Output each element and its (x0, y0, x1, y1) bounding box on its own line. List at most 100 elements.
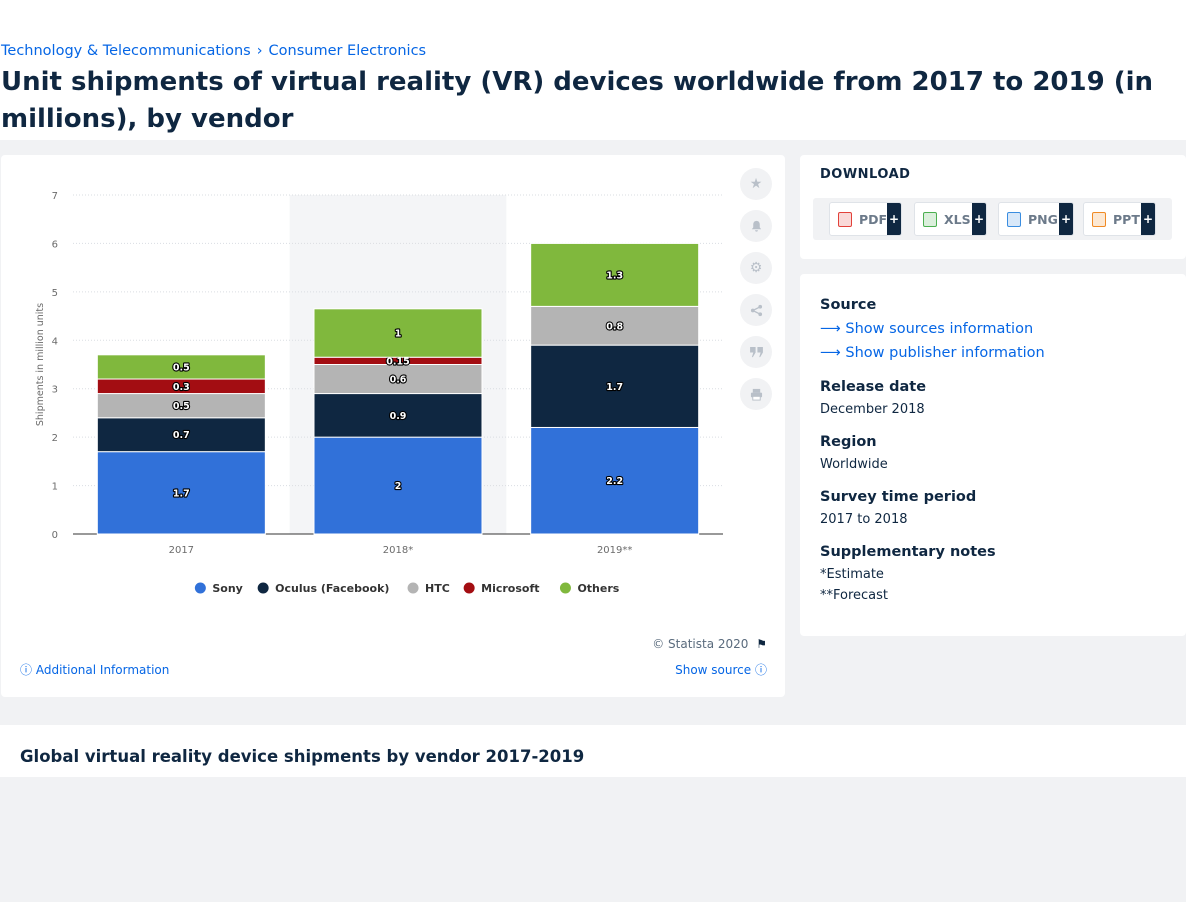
supplementary-notes-label: Supplementary notes (820, 544, 996, 560)
download-card: DOWNLOAD PDF + XLS + PNG + PPT + (800, 155, 1186, 259)
legend-marker (194, 582, 206, 594)
y-tick-label: 2 (52, 433, 58, 444)
legend-marker (257, 582, 269, 594)
data-label: 1.3 (606, 270, 623, 281)
bar-segment (313, 436, 483, 535)
y-tick-label: 3 (52, 385, 58, 396)
legend-label: Oculus (Facebook) (275, 582, 389, 595)
breadcrumb-separator-icon: › (256, 43, 263, 59)
y-tick-label: 7 (52, 191, 58, 202)
legend-label: Sony (212, 582, 242, 595)
data-label: 0.6 (390, 375, 407, 386)
breadcrumb: Technology & Telecommunications › Consumer… (1, 43, 426, 59)
chart: 0 1 2 3 4 5 6 7 Shipments in million units 1.7 0.7… (35, 191, 723, 595)
show-sources-link[interactable]: ⟶ Show sources information (820, 321, 1033, 337)
data-label: 0.15 (386, 356, 409, 367)
download-xls-button[interactable]: XLS + (914, 202, 987, 236)
xls-file-icon (923, 211, 937, 227)
y-axis-label: Shipments in million units (35, 303, 46, 426)
data-label: 2 (395, 481, 402, 492)
download-pdf-label: PDF (859, 211, 888, 227)
plus-icon: + (1141, 203, 1155, 235)
data-label: 0.9 (390, 411, 407, 422)
bar-segment (96, 354, 266, 380)
x-tick-label: 2019** (597, 545, 632, 556)
png-file-icon (1007, 211, 1021, 227)
legend-marker (463, 582, 475, 594)
bar-segment (313, 308, 483, 358)
y-tick-label: 1 (52, 482, 58, 493)
release-date-value: December 2018 (820, 402, 925, 417)
copyright-text: © Statista 2020 (652, 637, 749, 651)
bar-segment (313, 364, 483, 395)
arrow-right-icon: ⟶ (820, 345, 841, 361)
download-title: DOWNLOAD (820, 167, 911, 182)
download-ppt-button[interactable]: PPT + (1083, 202, 1156, 236)
quote-icon[interactable] (740, 336, 772, 368)
arrow-right-icon: ⟶ (820, 321, 841, 337)
download-png-button[interactable]: PNG + (998, 202, 1074, 236)
y-tick-label: 0 (52, 530, 58, 541)
x-tick-label: 2018* (383, 545, 413, 556)
breadcrumb-item-consumer-electronics[interactable]: Consumer Electronics (268, 43, 427, 59)
bar-segment (530, 344, 700, 428)
related-statistic-card: Global virtual reality device shipments … (0, 725, 1186, 777)
statistic-info-card: Source ⟶ Show sources information ⟶ Show… (800, 274, 1186, 636)
show-sources-label: Show sources information (845, 321, 1034, 337)
y-tick-label: 4 (52, 336, 58, 347)
data-label: 1.7 (606, 382, 623, 393)
plus-icon: + (1059, 203, 1073, 235)
download-xls-label: XLS (944, 211, 971, 227)
chart-card: 0 1 2 3 4 5 6 7 Shipments in million units 1.7 0.7… (1, 155, 785, 697)
source-label: Source (820, 297, 877, 313)
bar-segment (530, 426, 700, 535)
show-publisher-label: Show publisher information (845, 345, 1045, 361)
info-circle-icon: ⓘ (754, 663, 767, 677)
pdf-file-icon (838, 211, 852, 227)
legend-marker (559, 582, 571, 594)
data-label: 1 (395, 329, 402, 340)
copyright-line: © Statista 2020 ⚑ (652, 637, 767, 651)
show-source-link[interactable]: Show source ⓘ (675, 661, 767, 678)
note-forecast: **Forecast (820, 588, 889, 603)
data-label: 0.3 (173, 382, 190, 393)
data-label: 0.8 (606, 321, 623, 332)
download-ppt-label: PPT (1113, 211, 1140, 227)
region-label: Region (820, 434, 877, 450)
download-pdf-button[interactable]: PDF + (829, 202, 902, 236)
show-publisher-link[interactable]: ⟶ Show publisher information (820, 345, 1045, 361)
download-buttons: PDF + XLS + PNG + PPT + (813, 198, 1172, 240)
additional-information-link[interactable]: ⓘ Additional Information (20, 661, 169, 678)
gear-icon[interactable]: ⚙ (740, 252, 772, 284)
bar-segment (530, 242, 700, 307)
additional-information-label: Additional Information (35, 663, 170, 677)
note-estimate: *Estimate (820, 567, 884, 582)
page-title: Unit shipments of virtual reality (VR) d… (1, 67, 1154, 134)
bar-segment (96, 393, 266, 419)
x-tick-label: 2017 (169, 545, 194, 556)
show-source-label: Show source (675, 663, 752, 677)
related-statistic-title[interactable]: Global virtual reality device shipments … (20, 747, 585, 766)
bar-segment (313, 393, 483, 438)
download-png-label: PNG (1028, 211, 1058, 227)
share-icon[interactable] (740, 294, 772, 326)
print-icon[interactable] (740, 378, 772, 410)
bar-segment (96, 417, 266, 453)
bell-icon[interactable] (740, 210, 772, 242)
plus-icon: + (972, 203, 986, 235)
breadcrumb-item-technology[interactable]: Technology & Telecommunications (1, 43, 251, 59)
legend-marker (407, 582, 419, 594)
data-label: 0.5 (173, 362, 190, 373)
plus-icon: + (887, 203, 901, 235)
survey-period-label: Survey time period (820, 489, 977, 505)
data-label: 0.5 (173, 401, 190, 412)
release-date-label: Release date (820, 379, 927, 395)
star-icon[interactable]: ★ (740, 168, 772, 200)
ppt-file-icon (1092, 211, 1106, 227)
y-tick-label: 6 (52, 239, 58, 250)
data-label: 1.7 (173, 488, 190, 499)
region-value: Worldwide (820, 457, 888, 472)
legend-label: HTC (425, 582, 450, 595)
data-label: 0.7 (173, 430, 190, 441)
flag-icon[interactable]: ⚑ (756, 637, 767, 651)
